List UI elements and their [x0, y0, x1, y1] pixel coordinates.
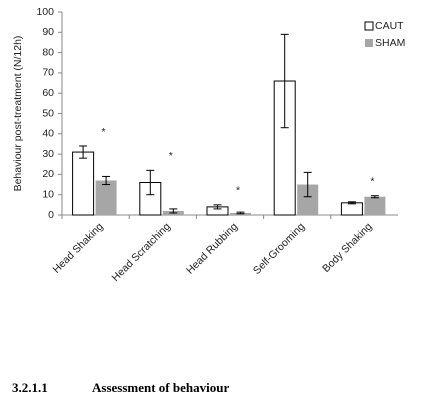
bar [95, 180, 117, 215]
bar [297, 184, 319, 215]
x-tick-label: Body Shaking [320, 220, 374, 274]
x-tick-label: Head Rubbing [184, 220, 240, 276]
y-tick-label: 100 [36, 6, 54, 18]
legend-swatch [365, 39, 373, 47]
y-tick-label: 60 [42, 87, 54, 99]
y-tick-label: 40 [42, 128, 54, 140]
error-bar [370, 195, 379, 199]
y-tick-label: 20 [42, 168, 54, 180]
y-tick-label: 90 [42, 26, 54, 38]
legend-label: CAUT [375, 20, 404, 32]
y-tick-label: 70 [42, 67, 54, 79]
error-bar [102, 175, 111, 186]
section-title: Assessment of behaviour [92, 380, 229, 395]
error-bar [347, 201, 356, 205]
error-bar [303, 171, 312, 198]
bar [340, 202, 363, 216]
significance-mark: * [169, 150, 173, 162]
x-tick-label: Head Shaking [51, 220, 106, 275]
y-tick-label: 80 [42, 46, 54, 58]
bar [364, 196, 386, 215]
y-tick-label: 30 [42, 148, 54, 160]
x-tick-label: Head Scratching [110, 220, 173, 283]
y-tick-label: 50 [42, 107, 54, 119]
error-bar [146, 169, 155, 196]
error-bar [236, 211, 245, 215]
error-bar [79, 145, 88, 159]
significance-mark: * [102, 126, 106, 138]
bar [72, 151, 95, 216]
y-tick-label: 10 [42, 188, 54, 200]
legend-label: SHAM [375, 37, 405, 49]
section-number: 3.2.1.1 [12, 380, 48, 395]
y-axis-label: Behaviour post-treatment (N/12h) [12, 36, 24, 192]
significance-mark: * [370, 175, 374, 187]
legend-swatch [364, 21, 374, 31]
significance-mark: * [236, 185, 240, 197]
error-bar [213, 204, 222, 210]
error-bar [280, 33, 289, 129]
y-tick-label: 0 [48, 209, 54, 221]
error-bar [169, 208, 178, 214]
x-tick-label: Self-Grooming [251, 220, 307, 276]
